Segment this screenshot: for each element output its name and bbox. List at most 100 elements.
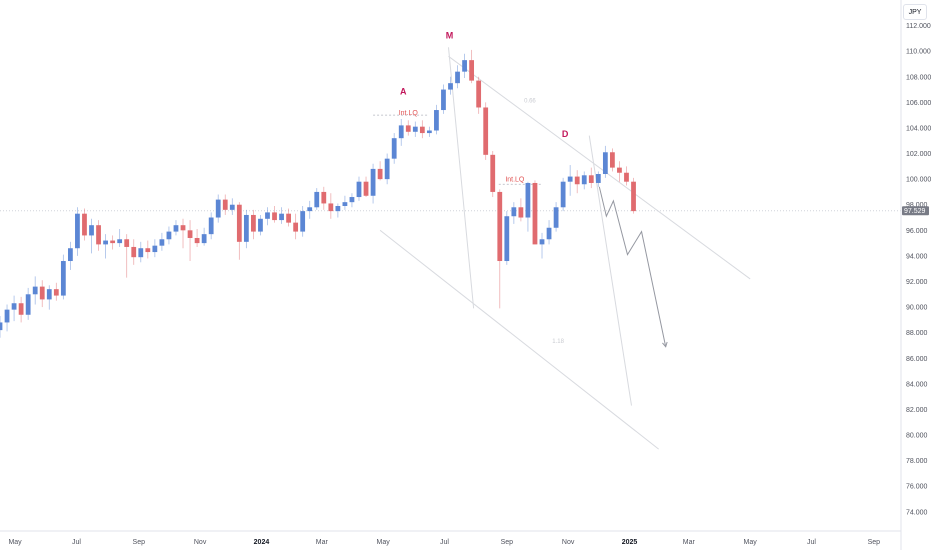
candle-body (201, 234, 207, 244)
candle-body (46, 289, 52, 300)
y-tick-label: 74.000 (906, 509, 928, 516)
candle-body (300, 211, 306, 232)
candle-body (32, 286, 38, 295)
candle-body (279, 213, 284, 221)
annotations: M A D Int.LQ Int.LQ 0.66 1.18 (399, 30, 569, 345)
x-tick-label: May (8, 539, 22, 546)
candle-body (96, 225, 101, 245)
candle-body (553, 207, 559, 228)
candle-body (349, 197, 355, 203)
candle-body (356, 181, 362, 198)
candle-body (314, 191, 320, 208)
y-tick-label: 84.000 (906, 381, 928, 388)
candle-body (518, 207, 524, 218)
candle-body (25, 294, 31, 315)
candle-body (60, 261, 66, 296)
candle-body (469, 60, 475, 81)
candle-body (89, 225, 94, 236)
candle-body (286, 213, 291, 223)
y-tick-label: 104.000 (906, 125, 931, 132)
y-axis[interactable]: 74.000 76.000 78.000 80.000 82.000 84.000 86.0… (906, 23, 931, 516)
candle-body (328, 203, 334, 212)
x-axis[interactable]: May Jul Sep Nov 2024 Mar May Jul Sep Nov 2025 Mar Ma… (8, 539, 880, 546)
channel-line (448, 55, 751, 280)
candle-body (110, 240, 116, 244)
candle-body (243, 214, 249, 242)
channel-lines (379, 55, 751, 450)
candle-body (265, 212, 270, 219)
candle-body (187, 230, 193, 238)
candle-body (602, 152, 608, 175)
candle-body (18, 303, 24, 315)
candle-body (581, 175, 587, 185)
channel-line (379, 229, 659, 450)
y-tick-label: 110.000 (906, 49, 931, 56)
last-price-tag: 97.529 (902, 206, 929, 216)
candle-body (370, 168, 376, 196)
annotation-label: Int.LQ (399, 110, 419, 117)
projection-path (598, 186, 668, 348)
candle-body (194, 237, 200, 244)
candle-body (539, 239, 545, 245)
y-tick-label: 94.000 (906, 253, 928, 260)
candle-body (462, 60, 467, 72)
candle-body (145, 248, 151, 253)
candle-body (11, 303, 17, 310)
x-tick-label: 2025 (622, 539, 638, 546)
candle-body (0, 322, 3, 331)
y-tick-label: 98.000 (906, 202, 928, 209)
candle-body (617, 167, 622, 173)
candle-body (4, 309, 10, 323)
candle-body (229, 204, 235, 210)
candle-body (67, 248, 73, 262)
candle-body (251, 214, 256, 232)
x-tick-label: Sep (133, 539, 146, 546)
candle-body (398, 125, 404, 139)
candle-body (490, 154, 496, 192)
fib-lines (447, 47, 632, 406)
candle-body (152, 245, 158, 253)
candle-body (405, 125, 411, 132)
x-tick-label: Jul (807, 539, 816, 546)
candle-body (159, 239, 165, 246)
y-tick-label: 86.000 (906, 356, 928, 363)
x-tick-label: Sep (868, 539, 881, 546)
candle-body (307, 207, 313, 212)
candle-body (293, 222, 299, 232)
candle-body (131, 246, 137, 258)
annotation-label: 1.18 (552, 339, 564, 345)
liquidity-levels (373, 114, 542, 185)
x-tick-label: Nov (562, 539, 575, 546)
annotation-label: D (562, 129, 569, 139)
y-tick-label: 80.000 (906, 433, 928, 440)
candle-body (138, 248, 144, 258)
projection-line (598, 186, 667, 347)
candle-body (532, 182, 538, 245)
candle-body (434, 110, 439, 131)
candle-body (117, 239, 123, 244)
candle-body (39, 286, 45, 300)
y-tick-label: 106.000 (906, 100, 931, 107)
candle-body (222, 199, 228, 210)
candle-body (546, 227, 552, 240)
currency-button[interactable]: JPY (903, 4, 927, 20)
candle-body (53, 289, 59, 296)
candle-body (497, 191, 503, 262)
y-tick-label: 90.000 (906, 305, 928, 312)
projection-arrowhead (662, 341, 668, 348)
candle-body (258, 218, 263, 232)
candle-body (166, 231, 172, 240)
candle-body (426, 130, 432, 134)
candle-body (236, 204, 242, 242)
candle-body (419, 126, 425, 134)
candle-body (483, 107, 489, 155)
candle-body (75, 213, 80, 249)
candle-body (335, 206, 341, 212)
fib-line (447, 47, 475, 309)
x-tick-label: May (744, 539, 758, 546)
candle-body (377, 168, 383, 180)
candle-body (525, 182, 531, 218)
candle-body (504, 216, 510, 262)
y-tick-label: 102.000 (906, 151, 931, 158)
